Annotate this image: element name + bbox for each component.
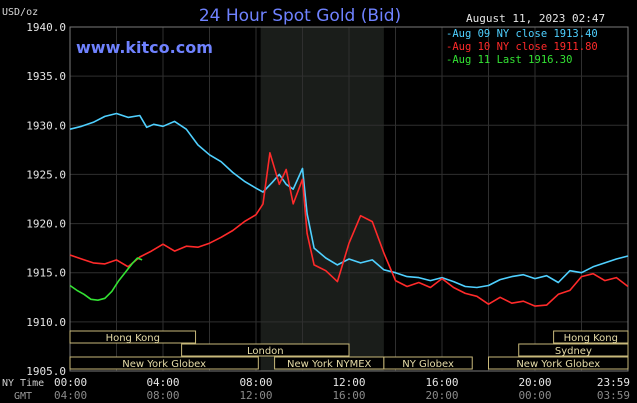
y-axis-ticks: 1940.0 1935.0 1930.0 1925.0 1920.0 1915.0 1910… [26, 21, 66, 378]
x-row-label-ny: NY Time [2, 378, 44, 389]
session-box [553, 330, 629, 344]
y-tick-label: 1920.0 [26, 218, 66, 231]
session-label: Sydney [555, 346, 592, 357]
x-tick-label-gmt: 03:59 [597, 389, 630, 402]
y-tick-label: 1905.0 [26, 365, 66, 378]
chart-title: 24 Hour Spot Gold (Bid) [199, 6, 401, 26]
legend-entry: -Aug 10 NY close 1911.80 [446, 41, 598, 53]
session-label: Hong Kong [564, 333, 618, 344]
x-tick-label-gmt: 12:00 [239, 389, 272, 402]
session-box [69, 330, 197, 344]
y-tick-label: 1930.0 [26, 119, 66, 132]
x-tick-label-gmt: 04:00 [54, 389, 87, 402]
y-tick-label: 1940.0 [26, 21, 66, 34]
y-tick-label: 1915.0 [26, 267, 66, 280]
session-label: New York Globex [122, 359, 206, 370]
x-tick-label-ny: 20:00 [518, 376, 551, 389]
session-box [518, 343, 629, 357]
units-label: USD/oz [2, 7, 38, 18]
legend-entry: -Aug 09 NY close 1913.40 [446, 28, 598, 40]
x-tick-label-ny: 08:00 [239, 376, 272, 389]
session-label: New York NYMEX [287, 359, 372, 370]
series-line-aug-09 [69, 112, 629, 289]
session-label: NY Globex [402, 359, 454, 370]
series-line-aug-10 [69, 152, 629, 307]
price-series [69, 112, 629, 307]
session-box [69, 356, 259, 370]
market-sessions: Hong Kong London New York Globex New York N… [69, 330, 629, 370]
y-tick-label: 1935.0 [26, 70, 66, 83]
x-tick-label-ny: 00:00 [54, 376, 87, 389]
timestamp: August 11, 2023 02:47 [466, 12, 605, 25]
legend: -Aug 09 NY close 1913.40-Aug 10 NY close… [446, 28, 598, 66]
x-tick-label-ny: 12:00 [332, 376, 365, 389]
x-tick-label-ny: 04:00 [146, 376, 179, 389]
x-tick-label-ny: 16:00 [425, 376, 458, 389]
x-tick-label-gmt: 08:00 [146, 389, 179, 402]
session-label: London [247, 346, 284, 357]
x-tick-label-gmt: 16:00 [332, 389, 365, 402]
session-label: Hong Kong [106, 333, 160, 344]
x-tick-label-ny: 23:59 [597, 376, 630, 389]
x-axis: NY TimeGMT00:0004:0004:0008:0008:0012:00… [2, 376, 630, 402]
watermark: www.kitco.com [76, 38, 213, 57]
session-box [488, 356, 629, 370]
x-tick-label-gmt: 00:00 [518, 389, 551, 402]
session-box [181, 343, 350, 357]
x-tick-label-gmt: 20:00 [425, 389, 458, 402]
x-row-label-gmt: GMT [14, 391, 32, 402]
legend-entry: -Aug 11 Last 1916.30 [446, 54, 572, 66]
y-tick-label: 1925.0 [26, 168, 66, 181]
session-label: New York Globex [516, 359, 600, 370]
series-line-aug-11 [69, 257, 143, 302]
plot-area-border [69, 26, 629, 372]
session-shading [260, 27, 384, 371]
session-box [383, 356, 473, 370]
y-tick-label: 1910.0 [26, 316, 66, 329]
